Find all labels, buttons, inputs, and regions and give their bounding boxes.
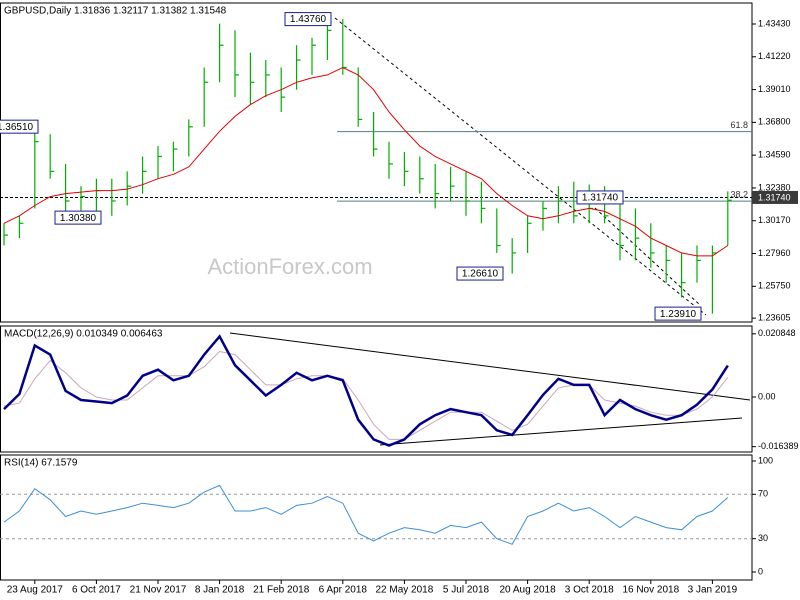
y-tick-label: 1.27960 [758, 248, 791, 258]
fib-label: 61.8 [730, 120, 748, 130]
y-tick-label: 0 [758, 566, 763, 576]
y-tick-label: 1.34590 [758, 150, 791, 160]
panel-frame [0, 325, 753, 453]
panel-title: GBPUSD,Daily 1.31836 1.32117 1.31382 1.3… [4, 6, 227, 17]
y-tick-label: 30 [758, 533, 768, 543]
x-tick-label: 6 Apr 2018 [319, 585, 368, 596]
y-tick-label: 1.23605 [758, 313, 791, 323]
annotation-box [654, 306, 702, 321]
y-tick-label: 1.25750 [758, 281, 791, 291]
x-tick-label: 5 Jul 2018 [443, 585, 490, 596]
y-tick-label: 100 [758, 455, 773, 465]
annotation-box [576, 190, 624, 205]
macd-signal-line [3, 350, 729, 440]
x-tick-label: 6 Oct 2017 [72, 585, 121, 596]
price-line-box [752, 190, 798, 204]
y-tick-label: -0.016389 [758, 441, 799, 451]
x-tick-label: 16 Nov 2018 [622, 585, 679, 596]
x-tick-label: 21 Feb 2018 [253, 585, 310, 596]
panel-frame [0, 2, 753, 323]
annotation-label: 1.31740 [582, 193, 619, 204]
x-tick-label: 20 Aug 2018 [500, 585, 557, 596]
y-tick-label: 1.36800 [758, 117, 791, 127]
annotation-label: 1.26610 [462, 269, 499, 280]
y-tick-label: 70 [758, 489, 768, 499]
x-tick-label: 23 Aug 2017 [7, 585, 64, 596]
x-tick-label: 21 Nov 2017 [130, 585, 187, 596]
y-tick-label: 1.39010 [758, 84, 791, 94]
panel-title: RSI(14) 67.1579 [4, 458, 78, 469]
rsi-line [3, 484, 729, 545]
price-line-label: 1.31740 [758, 192, 791, 202]
panel-title: MACD(12,26,9) 0.010349 0.006463 [4, 329, 163, 340]
y-tick-label: 1.32380 [758, 182, 791, 192]
annotation-box [0, 119, 39, 134]
fib-label: 38.2 [730, 190, 748, 200]
trend-line [334, 17, 707, 316]
annotation-label: 1.43760 [290, 14, 327, 25]
y-tick-label: 1.41220 [758, 51, 791, 61]
annotation-label: 1.23910 [660, 309, 697, 320]
annotation-box [54, 210, 102, 225]
annotation-label: 1.30380 [60, 213, 97, 224]
moving-average [3, 66, 729, 257]
y-tick-label: 0.00 [758, 391, 776, 401]
annotation-label: 1.36510 [0, 122, 34, 133]
y-tick-label: 1.30170 [758, 215, 791, 225]
x-tick-label: 8 Jan 2018 [195, 585, 245, 596]
x-tick-label: 22 May 2018 [375, 585, 433, 596]
x-tick-label: 3 Oct 2018 [565, 585, 614, 596]
y-tick-label: 0.020848 [758, 328, 796, 338]
macd-trend-line [229, 332, 751, 401]
panel-frame [0, 454, 753, 581]
y-tick-label: 1.43430 [758, 18, 791, 28]
annotation-box [284, 12, 332, 27]
macd-line [3, 334, 729, 447]
watermark: ActionForex.com [207, 254, 372, 279]
x-tick-label: 3 Jan 2019 [688, 585, 738, 596]
annotation-box [456, 266, 504, 281]
macd-trend-line [379, 417, 743, 446]
